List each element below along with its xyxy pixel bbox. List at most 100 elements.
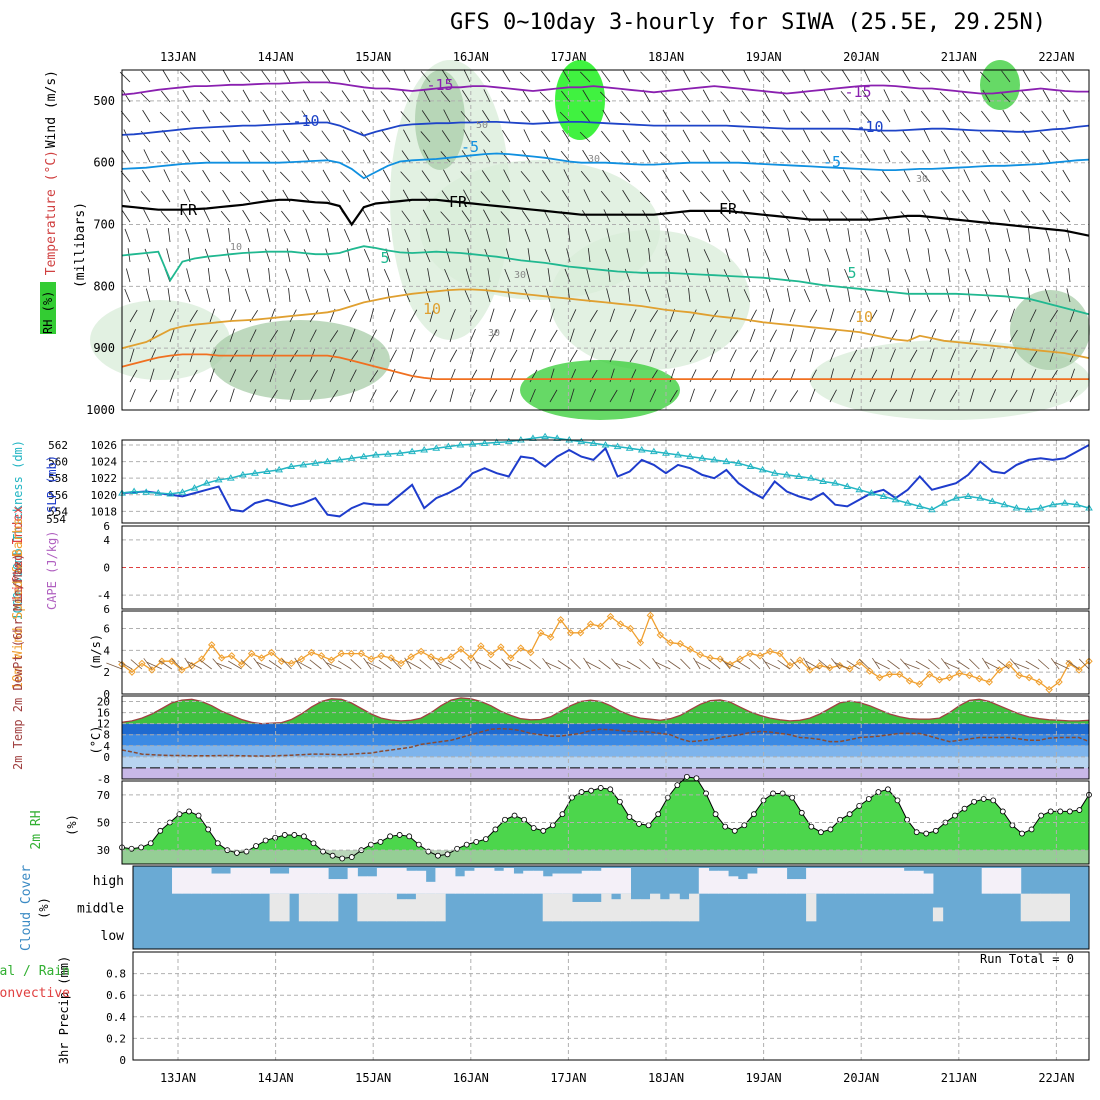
wind-barb [581, 110, 591, 123]
wind-barb [1006, 228, 1011, 243]
wind-barb [219, 111, 231, 123]
wind-barb [766, 268, 771, 283]
wind-barb [627, 288, 631, 303]
wind-barb [443, 169, 451, 183]
10m-wind-barb [749, 658, 761, 670]
thickness-marker [807, 474, 815, 481]
wind-barb [659, 151, 671, 163]
wind-barb [582, 89, 591, 103]
10m-wind-barb [1025, 660, 1040, 670]
wind-barb [804, 228, 811, 243]
slp-tick-label: 1018 [91, 505, 118, 518]
wind-barb [244, 288, 251, 303]
rh-marker [262, 837, 269, 844]
wind-barb [429, 308, 435, 323]
wind-barb [922, 150, 931, 163]
rh-marker [971, 798, 978, 805]
wind-barb [967, 228, 971, 243]
wind-barb [142, 109, 151, 123]
rh-marker [482, 836, 489, 842]
wind-barb [606, 288, 611, 303]
wind-barb [800, 171, 811, 183]
temp-units-label: (°C) [89, 726, 103, 755]
wind-barb [645, 228, 651, 243]
wind-barb [180, 170, 191, 183]
wind-speed-marker [736, 655, 744, 663]
wind-barb [424, 248, 431, 263]
wind-barb [580, 170, 591, 183]
precip-tick-label: 0.4 [106, 1011, 126, 1024]
rh-contour-label: 10 [230, 242, 242, 253]
date-label-top: 21JAN [941, 50, 977, 64]
wind-barb [202, 109, 211, 123]
wind-barb [946, 228, 951, 243]
wind-barb [1044, 288, 1051, 303]
thickness-marker [1024, 505, 1033, 513]
thickness-marker [1060, 499, 1069, 506]
wind-barb [601, 70, 611, 83]
wind-barb [120, 171, 131, 183]
wind-barb [1039, 131, 1051, 143]
10m-wind-barb [529, 659, 541, 670]
wind-barb [1049, 369, 1058, 383]
cloud-high-cell [591, 870, 602, 894]
thickness-tick-label: 554 [48, 505, 68, 518]
wind-barb [540, 130, 551, 143]
rh-marker [233, 850, 240, 856]
wind-barb [924, 288, 931, 303]
wind-barb [449, 349, 458, 363]
wind-barb [380, 211, 391, 223]
date-label-top: 22JAN [1038, 50, 1074, 64]
thickness-marker [142, 488, 151, 495]
wind-barb [705, 228, 711, 243]
wind-speed-marker [945, 673, 954, 682]
wind-barb [423, 89, 431, 103]
10m-wind-barb [1050, 657, 1060, 670]
rh-marker [569, 794, 575, 801]
wind-barb [783, 109, 791, 123]
wind-barb [701, 170, 711, 183]
wind-barb [489, 348, 496, 363]
isotherm-label: -15 [426, 76, 453, 94]
wind-barb [386, 288, 391, 303]
wind-barb [260, 91, 271, 103]
rh-marker [837, 816, 843, 823]
wind-barb [709, 329, 717, 343]
rh-marker [1028, 826, 1035, 833]
wind-barb [1009, 389, 1018, 403]
wind-barb [989, 389, 997, 403]
date-label-bottom: 13JAN [160, 1071, 196, 1085]
wind-barb [721, 130, 731, 143]
date-label-bottom: 20JAN [843, 1071, 879, 1085]
wind-barb [769, 389, 777, 403]
wind-barb [979, 131, 991, 143]
wind-barb [503, 109, 511, 123]
pressure-tick-label: 900 [93, 341, 115, 355]
10m-wind-barb [721, 658, 731, 670]
wind-barb [140, 191, 151, 203]
precip-axis-label: 3hr Precip (mm) [57, 956, 71, 1064]
wind-barb [429, 348, 436, 363]
cloud-mid-cell [396, 899, 407, 922]
cloud-high-cell [825, 868, 836, 894]
wind-barb [760, 191, 771, 203]
10m-wind-barb [199, 659, 212, 670]
thickness-marker [299, 460, 308, 468]
cloud-mid-cell [386, 893, 397, 922]
wind-barb [1061, 190, 1071, 203]
cloud-high-cell [328, 879, 339, 894]
wind-barb [542, 109, 551, 123]
wind-speed-marker [895, 670, 904, 679]
10m-wind-barb [1054, 661, 1070, 670]
cloud-mid-cell [367, 893, 378, 922]
wind-barb [464, 288, 471, 303]
cloud-mid-cell [415, 893, 427, 922]
rh-contour-label: 30 [514, 270, 526, 281]
wind-speed-marker [965, 671, 974, 680]
wind-barb [683, 229, 691, 243]
10m-wind-barb [171, 658, 183, 670]
wind-barb [249, 369, 258, 383]
wind-barb [809, 309, 818, 323]
wind-barb [1001, 70, 1011, 83]
10m-wind-barb [583, 657, 591, 670]
